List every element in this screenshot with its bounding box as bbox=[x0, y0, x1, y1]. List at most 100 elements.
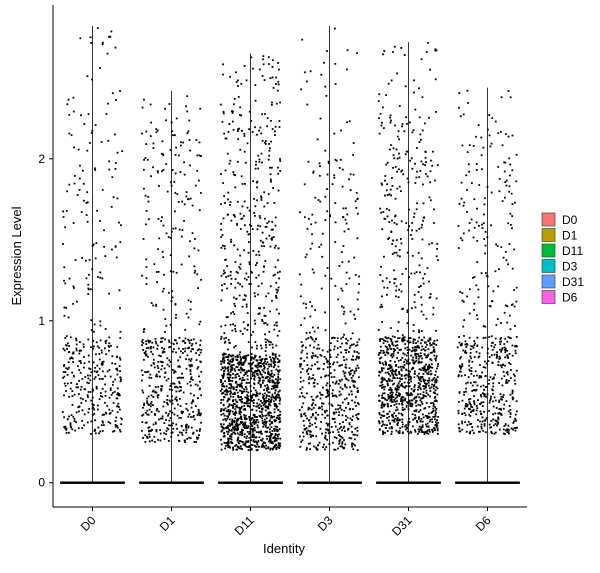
data-point bbox=[271, 433, 274, 436]
data-point bbox=[415, 229, 418, 232]
data-point bbox=[198, 414, 201, 417]
data-point bbox=[270, 166, 273, 169]
data-point bbox=[385, 351, 388, 354]
data-point bbox=[196, 349, 199, 352]
data-point bbox=[160, 220, 163, 222]
data-point bbox=[514, 417, 516, 420]
data-point bbox=[153, 263, 156, 266]
data-point bbox=[311, 213, 314, 216]
data-point bbox=[241, 333, 244, 335]
data-point bbox=[63, 382, 66, 385]
data-point bbox=[309, 70, 312, 73]
data-point bbox=[241, 441, 244, 443]
data-point bbox=[470, 403, 472, 406]
data-point bbox=[315, 418, 317, 420]
data-point bbox=[316, 356, 319, 359]
data-point bbox=[466, 89, 469, 92]
data-point bbox=[272, 396, 275, 399]
data-point bbox=[418, 425, 421, 428]
data-point bbox=[339, 364, 342, 367]
data-point bbox=[300, 413, 303, 416]
data-point bbox=[500, 350, 503, 353]
data-point bbox=[234, 174, 237, 177]
data-point bbox=[259, 372, 262, 375]
data-point bbox=[357, 402, 359, 404]
data-point bbox=[403, 408, 406, 411]
data-point bbox=[187, 299, 190, 302]
data-point bbox=[462, 325, 465, 328]
data-point bbox=[515, 369, 518, 372]
data-point bbox=[509, 212, 512, 215]
data-point bbox=[341, 401, 344, 404]
data-point bbox=[419, 409, 422, 412]
data-point bbox=[434, 415, 437, 418]
data-point bbox=[109, 389, 112, 391]
data-point bbox=[411, 403, 414, 406]
data-point bbox=[240, 440, 243, 443]
data-point bbox=[483, 203, 486, 206]
data-point bbox=[233, 421, 236, 424]
data-point bbox=[484, 386, 487, 388]
data-point bbox=[330, 426, 333, 428]
data-point bbox=[338, 394, 341, 397]
data-point bbox=[142, 331, 145, 333]
data-point bbox=[311, 403, 314, 406]
data-point bbox=[259, 379, 261, 382]
data-point bbox=[416, 374, 419, 377]
data-point bbox=[241, 400, 243, 403]
data-point bbox=[254, 365, 257, 368]
data-point bbox=[421, 424, 424, 427]
data-point bbox=[490, 430, 493, 433]
data-point bbox=[253, 212, 256, 214]
data-point bbox=[421, 397, 424, 400]
data-point bbox=[428, 243, 431, 246]
data-point bbox=[387, 238, 390, 240]
data-point bbox=[231, 442, 234, 445]
data-point bbox=[458, 391, 461, 393]
data-point bbox=[159, 360, 162, 363]
data-point bbox=[106, 370, 109, 373]
data-point bbox=[473, 356, 476, 358]
data-point bbox=[253, 357, 255, 360]
data-point bbox=[185, 105, 187, 108]
data-point bbox=[71, 395, 74, 398]
data-point bbox=[270, 103, 273, 106]
data-point bbox=[420, 160, 423, 163]
data-point bbox=[324, 219, 327, 222]
data-point bbox=[98, 358, 101, 361]
data-point bbox=[339, 393, 342, 396]
data-point bbox=[339, 158, 342, 161]
data-point bbox=[227, 362, 229, 365]
data-point bbox=[514, 413, 517, 416]
data-point bbox=[165, 411, 167, 414]
data-point bbox=[278, 330, 281, 333]
data-point bbox=[504, 161, 507, 164]
data-point bbox=[380, 124, 383, 127]
data-point bbox=[422, 202, 425, 205]
data-point bbox=[111, 355, 114, 358]
data-point bbox=[73, 420, 76, 422]
data-point bbox=[199, 387, 201, 390]
data-point bbox=[145, 283, 148, 286]
data-point bbox=[391, 177, 393, 179]
data-point bbox=[143, 158, 146, 161]
data-point bbox=[250, 369, 252, 372]
data-point bbox=[401, 338, 404, 340]
data-point bbox=[419, 404, 422, 407]
data-point bbox=[178, 397, 181, 400]
data-point bbox=[199, 428, 201, 431]
data-point bbox=[382, 342, 385, 345]
data-point bbox=[422, 385, 425, 387]
data-point bbox=[257, 274, 260, 277]
data-point bbox=[348, 373, 351, 376]
data-point bbox=[462, 113, 465, 116]
data-point bbox=[425, 173, 427, 175]
data-point bbox=[220, 438, 222, 441]
data-point bbox=[174, 339, 177, 342]
data-point bbox=[423, 385, 426, 388]
data-point bbox=[420, 303, 423, 306]
data-point bbox=[81, 427, 84, 429]
data-point bbox=[188, 342, 191, 344]
data-point bbox=[275, 404, 277, 406]
data-point bbox=[180, 431, 183, 434]
